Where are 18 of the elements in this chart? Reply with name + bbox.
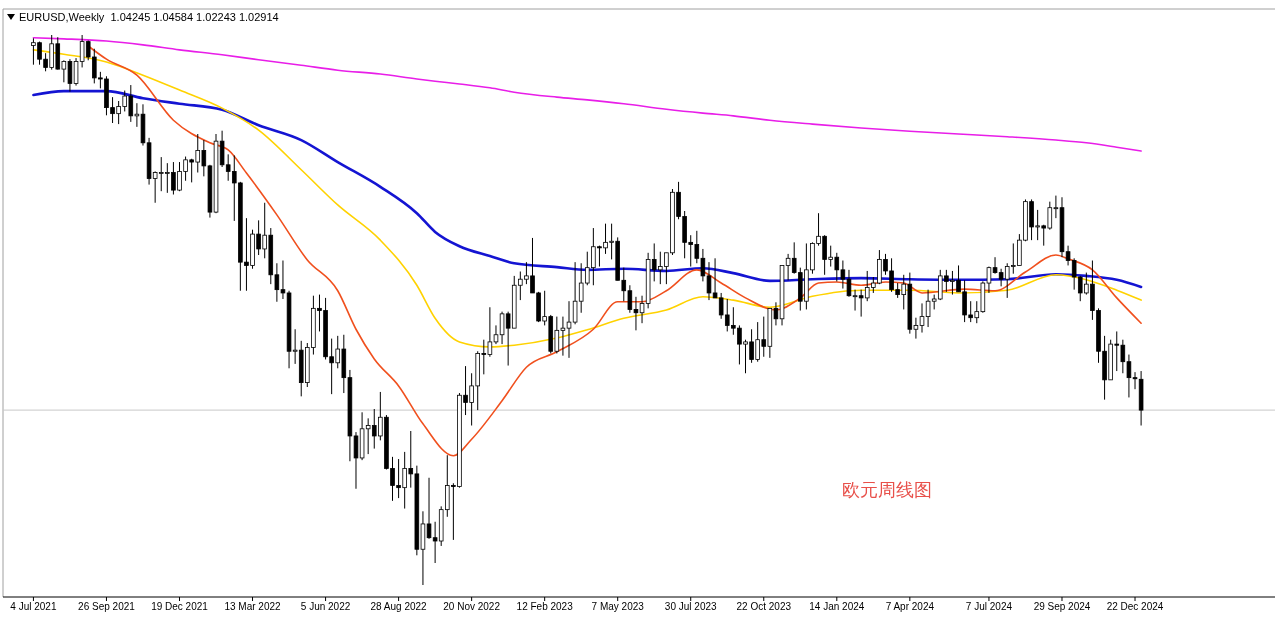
- x-tick-label: 7 Jul 2024: [965, 601, 1013, 612]
- x-tick-label: 4 Jul 2021: [10, 601, 57, 612]
- chart-title: EURUSD,Weekly 1.04245 1.04584 1.02243 1.02914: [19, 11, 279, 23]
- x-tick-label: 5 Jun 2022: [300, 601, 351, 612]
- x-tick-label: 19 Dec 2021: [151, 601, 209, 612]
- x-tick-label: 7 Apr 2024: [885, 601, 935, 612]
- x-tick-label: 26 Sep 2021: [78, 601, 136, 612]
- x-tick-label: 30 Jul 2023: [664, 601, 718, 612]
- x-tick-label: 22 Dec 2024: [1106, 601, 1164, 612]
- x-tick-label: 12 Feb 2023: [516, 601, 574, 612]
- x-tick-label: 14 Jan 2024: [809, 601, 865, 612]
- x-tick-label: 29 Sep 2024: [1033, 601, 1091, 612]
- x-tick-label: 22 Oct 2023: [736, 601, 792, 612]
- x-tick-label: 7 May 2023: [591, 601, 645, 612]
- x-tick-label: 20 Nov 2022: [443, 601, 501, 612]
- x-tick-label: 28 Aug 2022: [370, 601, 428, 612]
- x-tick-label: 13 Mar 2022: [224, 601, 282, 612]
- annotation: 欧元周线图: [842, 479, 932, 500]
